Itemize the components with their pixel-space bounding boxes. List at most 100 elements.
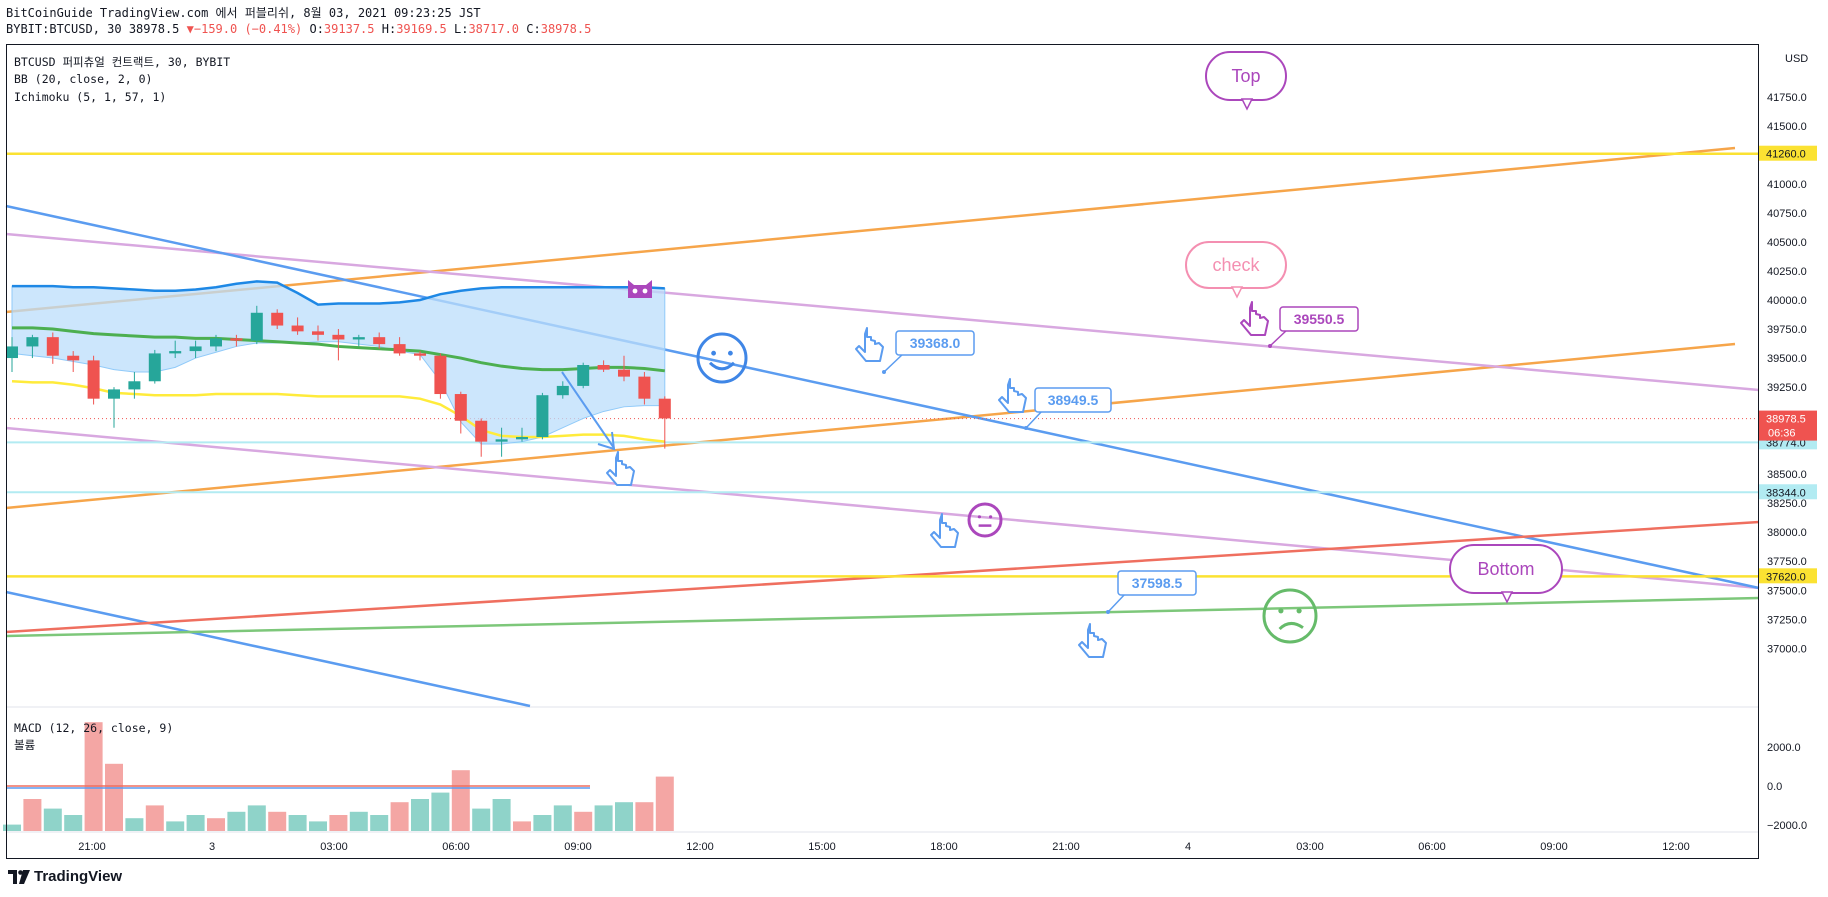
open-label: O: — [309, 22, 324, 36]
candle-body — [618, 369, 630, 377]
macd-histogram-bar — [431, 792, 450, 831]
neutral-face-icon-face — [967, 502, 1003, 538]
chart-frame — [6, 44, 1759, 859]
dizzy-face-icon — [1262, 588, 1318, 644]
candle-body — [638, 376, 651, 399]
macd-histogram-bar — [390, 802, 409, 831]
candle-body — [516, 436, 528, 440]
price-tick-label: 39250.0 — [1767, 382, 1807, 394]
bb-lower-band — [11, 380, 665, 443]
macd-histogram-bar — [472, 808, 491, 831]
candle-body — [210, 338, 222, 347]
candle-body — [658, 398, 671, 419]
candle-body — [577, 365, 590, 386]
macd-histogram-bar — [105, 763, 123, 831]
note-39550-anchor — [1268, 344, 1272, 348]
cat-icon — [628, 280, 652, 298]
hand-pointer-icon-shape — [930, 513, 959, 548]
ohlc-header: BYBIT:BTCUSD, 30 38978.5 ▼−159.0 (−0.41%… — [6, 22, 591, 36]
candle-body — [128, 381, 141, 390]
time-tick-label: 03:00 — [320, 841, 348, 853]
last-price-label-text: 38978.5 — [1766, 414, 1806, 426]
macd-legend[interactable]: MACD (12, 26, close, 9) — [14, 721, 174, 735]
candle-body — [332, 334, 345, 340]
bottom-callout-tail — [1500, 591, 1514, 604]
note-39550: 39550.5 — [1268, 306, 1359, 348]
price-tick-label: 40750.0 — [1767, 208, 1807, 220]
currency-label: USD — [1785, 53, 1808, 65]
candle-body — [291, 325, 304, 332]
candle-body — [250, 312, 263, 341]
price-tick-label: 41500.0 — [1767, 121, 1807, 133]
level-38344-label-bg — [1759, 484, 1817, 500]
ichimoku-legend[interactable]: Ichimoku (5, 1, 57, 1) — [14, 90, 167, 104]
macd-histogram-bar — [574, 811, 593, 831]
hand-pointer-icon — [1240, 301, 1269, 336]
macd-histogram-bar — [43, 808, 62, 831]
time-tick-label: 18:00 — [930, 841, 958, 853]
top-callout: Top — [1205, 51, 1287, 111]
macd-histogram-bar — [288, 815, 307, 831]
note-38949: 38949.5 — [1024, 387, 1112, 430]
cat-icon-head — [628, 280, 652, 298]
macd-tick-label: 0.0 — [1767, 781, 1782, 793]
candle-body — [26, 337, 39, 347]
macd-histogram-bar — [247, 805, 266, 831]
candle-body — [373, 337, 386, 345]
macd-histogram-bar — [309, 821, 327, 831]
candle-body — [312, 331, 324, 335]
hand-pointer-icon-shape — [1240, 301, 1269, 336]
orange-trendline-lower — [5, 342, 1736, 510]
down-arrow-head — [597, 431, 616, 451]
candle-body — [434, 355, 447, 395]
series-title[interactable]: BTCUSD 퍼피츄얼 컨트랙트, 30, BYBIT — [14, 55, 231, 69]
note-37598-anchor — [1106, 610, 1110, 614]
purple-channel-upper — [5, 232, 1760, 392]
close-label: C: — [526, 22, 541, 36]
price-tick-label: 37750.0 — [1767, 556, 1807, 568]
time-tick-label: 15:00 — [808, 841, 836, 853]
candle-body — [556, 385, 569, 396]
high-value: 39169.5 — [396, 22, 447, 36]
low-value: 38717.0 — [468, 22, 520, 36]
macd-tick-label: 2000.0 — [1767, 742, 1801, 754]
candle-body — [148, 353, 161, 382]
note-39368-anchor — [882, 370, 886, 374]
macd-histogram-bar — [513, 821, 531, 831]
volume-legend[interactable]: 볼륨 — [14, 738, 36, 752]
note-39550-pointer — [1269, 328, 1289, 347]
dizzy-face-icon-eye-right — [1296, 608, 1302, 614]
happy-face-icon-face — [696, 332, 748, 384]
last-price-label-bg — [1759, 410, 1817, 441]
down-arrow-line — [561, 371, 615, 449]
note-37598-box — [1117, 570, 1197, 596]
price-tick-label: 41000.0 — [1767, 179, 1807, 191]
dizzy-face-icon-eye-left — [1278, 608, 1284, 614]
price-tick-label: 40250.0 — [1767, 266, 1807, 278]
check-callout-text: check — [1212, 255, 1260, 275]
note-37598: 37598.5 — [1106, 570, 1197, 614]
price-tick-label: 40500.0 — [1767, 237, 1807, 249]
bottom-callout-text: Bottom — [1477, 559, 1534, 579]
green-trendline — [5, 596, 1760, 638]
candle-body — [189, 346, 202, 352]
macd-histogram-bar — [411, 799, 429, 831]
macd-histogram-bar — [553, 805, 572, 831]
note-39368-text: 39368.0 — [910, 335, 961, 351]
time-tick-label: 4 — [1185, 841, 1191, 853]
macd-histogram-bar — [615, 802, 633, 831]
candle-body — [495, 439, 508, 442]
neutral-face-icon — [967, 502, 1003, 538]
level-38344-label-text: 38344.0 — [1766, 487, 1806, 499]
time-tick-label: 21:00 — [1052, 841, 1080, 853]
time-tick-label: 06:00 — [442, 841, 470, 853]
tradingview-logo[interactable]: TradingView — [8, 868, 122, 885]
candle-body — [597, 365, 610, 370]
time-tick-label: 21:00 — [78, 841, 106, 853]
time-tick-label: 03:00 — [1296, 841, 1324, 853]
bb-legend[interactable]: BB (20, close, 2, 0) — [14, 72, 153, 86]
macd-histogram-bar — [635, 802, 654, 831]
time-tick-label: 12:00 — [686, 841, 714, 853]
note-38949-box — [1034, 387, 1112, 413]
